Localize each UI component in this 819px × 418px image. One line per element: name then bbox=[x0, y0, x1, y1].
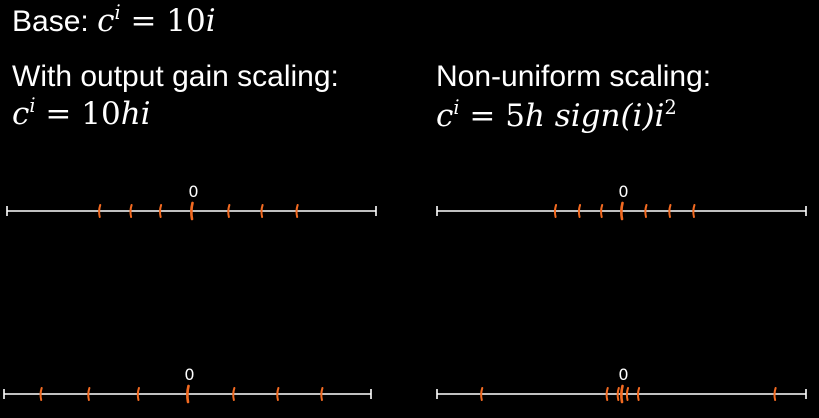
number-line-bottom-left: 0 bbox=[3, 365, 372, 404]
tick-mark bbox=[159, 204, 163, 218]
base-formula: Base: ci = 10i bbox=[12, 1, 216, 39]
base-equation: ci = 10i bbox=[97, 1, 216, 39]
tick-mark bbox=[600, 204, 604, 218]
tick-mark bbox=[644, 204, 648, 218]
tick-mark bbox=[232, 387, 236, 401]
tick-mark bbox=[616, 387, 620, 401]
tick-zero bbox=[620, 201, 624, 221]
number-line-bottom-right: 0 bbox=[436, 365, 807, 404]
tick-mark bbox=[553, 204, 558, 218]
tick-mark bbox=[625, 387, 630, 401]
tick-mark bbox=[260, 204, 264, 218]
tick-mark bbox=[773, 387, 777, 401]
tick-mark bbox=[87, 387, 91, 401]
tick-mark bbox=[295, 204, 299, 218]
zero-label: 0 bbox=[618, 365, 628, 384]
tick-mark bbox=[320, 387, 324, 401]
tick-zero bbox=[620, 384, 624, 404]
tick-mark bbox=[636, 387, 641, 401]
tick-mark bbox=[692, 204, 696, 218]
tick-mark bbox=[39, 387, 43, 401]
zero-label: 0 bbox=[188, 182, 198, 201]
zero-label: 0 bbox=[184, 365, 194, 384]
base-label: Base: bbox=[12, 5, 89, 38]
gain-label: With output gain scaling: bbox=[12, 60, 339, 93]
tick-zero bbox=[186, 384, 190, 404]
gain-equation: ci = 10hi bbox=[12, 94, 151, 132]
tick-mark bbox=[129, 204, 133, 218]
number-line-top-right: 0 bbox=[436, 182, 807, 221]
number-line-top-left: 0 bbox=[6, 182, 377, 221]
tick-mark bbox=[98, 204, 102, 218]
tick-mark bbox=[136, 387, 140, 401]
tick-mark bbox=[605, 387, 609, 401]
tick-mark bbox=[227, 204, 231, 218]
zero-label: 0 bbox=[618, 182, 628, 201]
nonuniform-equation: ci = 5h sign(i)i2 bbox=[436, 96, 677, 134]
tick-mark bbox=[276, 387, 280, 401]
tick-zero bbox=[190, 201, 194, 221]
tick-mark bbox=[480, 387, 484, 401]
tick-mark bbox=[577, 204, 582, 218]
tick-mark bbox=[668, 204, 672, 218]
nonuniform-label: Non-uniform scaling: bbox=[436, 60, 712, 93]
